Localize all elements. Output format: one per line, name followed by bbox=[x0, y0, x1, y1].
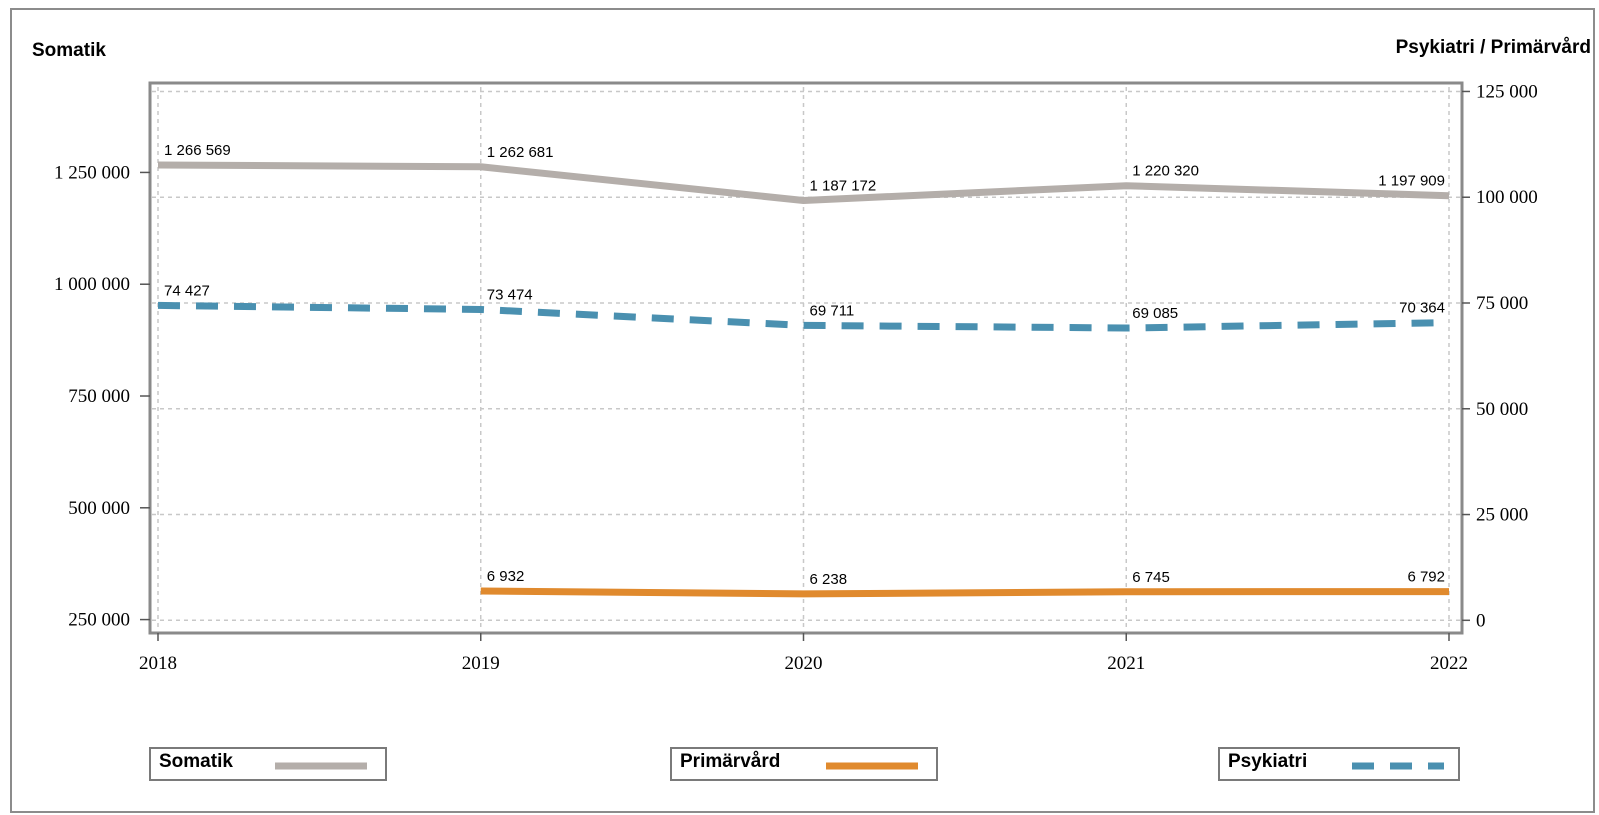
right-tick-label: 25 000 bbox=[1476, 505, 1528, 526]
series-line-psykiatri bbox=[157, 301, 1450, 332]
x-tick-label: 2022 bbox=[1430, 653, 1468, 674]
data-labels: 1 266 569 1 262 681 1 187 172 1 220 320 1 19… bbox=[164, 142, 1445, 588]
right-axis-title: Psykiatri / Primärvård bbox=[1396, 37, 1591, 58]
data-label: 1 262 681 bbox=[487, 144, 554, 161]
data-label: 6 745 bbox=[1132, 569, 1170, 586]
series-lines bbox=[157, 161, 1450, 598]
right-tick-label: 0 bbox=[1476, 610, 1486, 631]
x-tick-label: 2018 bbox=[139, 653, 177, 674]
axis-ticks: 2018 2019 2020 2021 2022 0 25 000 50 000 75 000 1… bbox=[54, 81, 1538, 674]
left-tick-label: 250 000 bbox=[68, 610, 130, 631]
legend-swatch-psykiatri bbox=[1352, 762, 1444, 770]
legend-swatch-primarvard bbox=[826, 762, 918, 770]
right-tick-label: 75 000 bbox=[1476, 293, 1528, 314]
chart-frame bbox=[10, 8, 1595, 813]
data-label: 6 792 bbox=[1407, 569, 1445, 586]
data-label: 70 364 bbox=[1399, 300, 1445, 317]
data-label: 6 238 bbox=[810, 571, 848, 588]
left-axis-title: Somatik bbox=[32, 40, 106, 61]
legend-label-primarvard: Primärvård bbox=[680, 751, 781, 772]
grid-lines bbox=[152, 87, 1460, 631]
data-label: 1 266 569 bbox=[164, 142, 231, 159]
series-line-somatik bbox=[157, 161, 1450, 205]
left-tick-label: 1 000 000 bbox=[54, 274, 130, 295]
legend-item-somatik: Somatik bbox=[149, 747, 387, 781]
legend-item-primarvard: Primärvård bbox=[670, 747, 938, 781]
left-tick-label: 1 250 000 bbox=[54, 162, 130, 183]
left-tick-label: 500 000 bbox=[68, 498, 130, 519]
data-label: 69 085 bbox=[1132, 305, 1178, 322]
data-label: 6 932 bbox=[487, 568, 525, 585]
series-line-primrvrd bbox=[480, 587, 1450, 598]
legend-item-psykiatri: Psykiatri bbox=[1218, 747, 1460, 781]
legend-swatch-somatik bbox=[275, 762, 367, 770]
data-label: 1 197 909 bbox=[1378, 173, 1445, 190]
x-tick-label: 2019 bbox=[462, 653, 500, 674]
data-label: 1 187 172 bbox=[810, 178, 877, 195]
x-tick-label: 2020 bbox=[785, 653, 823, 674]
data-label: 1 220 320 bbox=[1132, 163, 1199, 180]
data-label: 69 711 bbox=[810, 302, 855, 319]
legend-label-somatik: Somatik bbox=[159, 751, 233, 772]
legend-label-psykiatri: Psykiatri bbox=[1228, 751, 1308, 772]
plot-area-border bbox=[148, 81, 1464, 635]
left-tick-label: 750 000 bbox=[68, 386, 130, 407]
data-label: 74 427 bbox=[164, 282, 210, 299]
right-tick-label: 50 000 bbox=[1476, 399, 1528, 420]
data-label: 73 474 bbox=[487, 286, 533, 303]
right-tick-label: 125 000 bbox=[1476, 81, 1538, 102]
right-tick-label: 100 000 bbox=[1476, 187, 1538, 208]
x-tick-label: 2021 bbox=[1107, 653, 1145, 674]
